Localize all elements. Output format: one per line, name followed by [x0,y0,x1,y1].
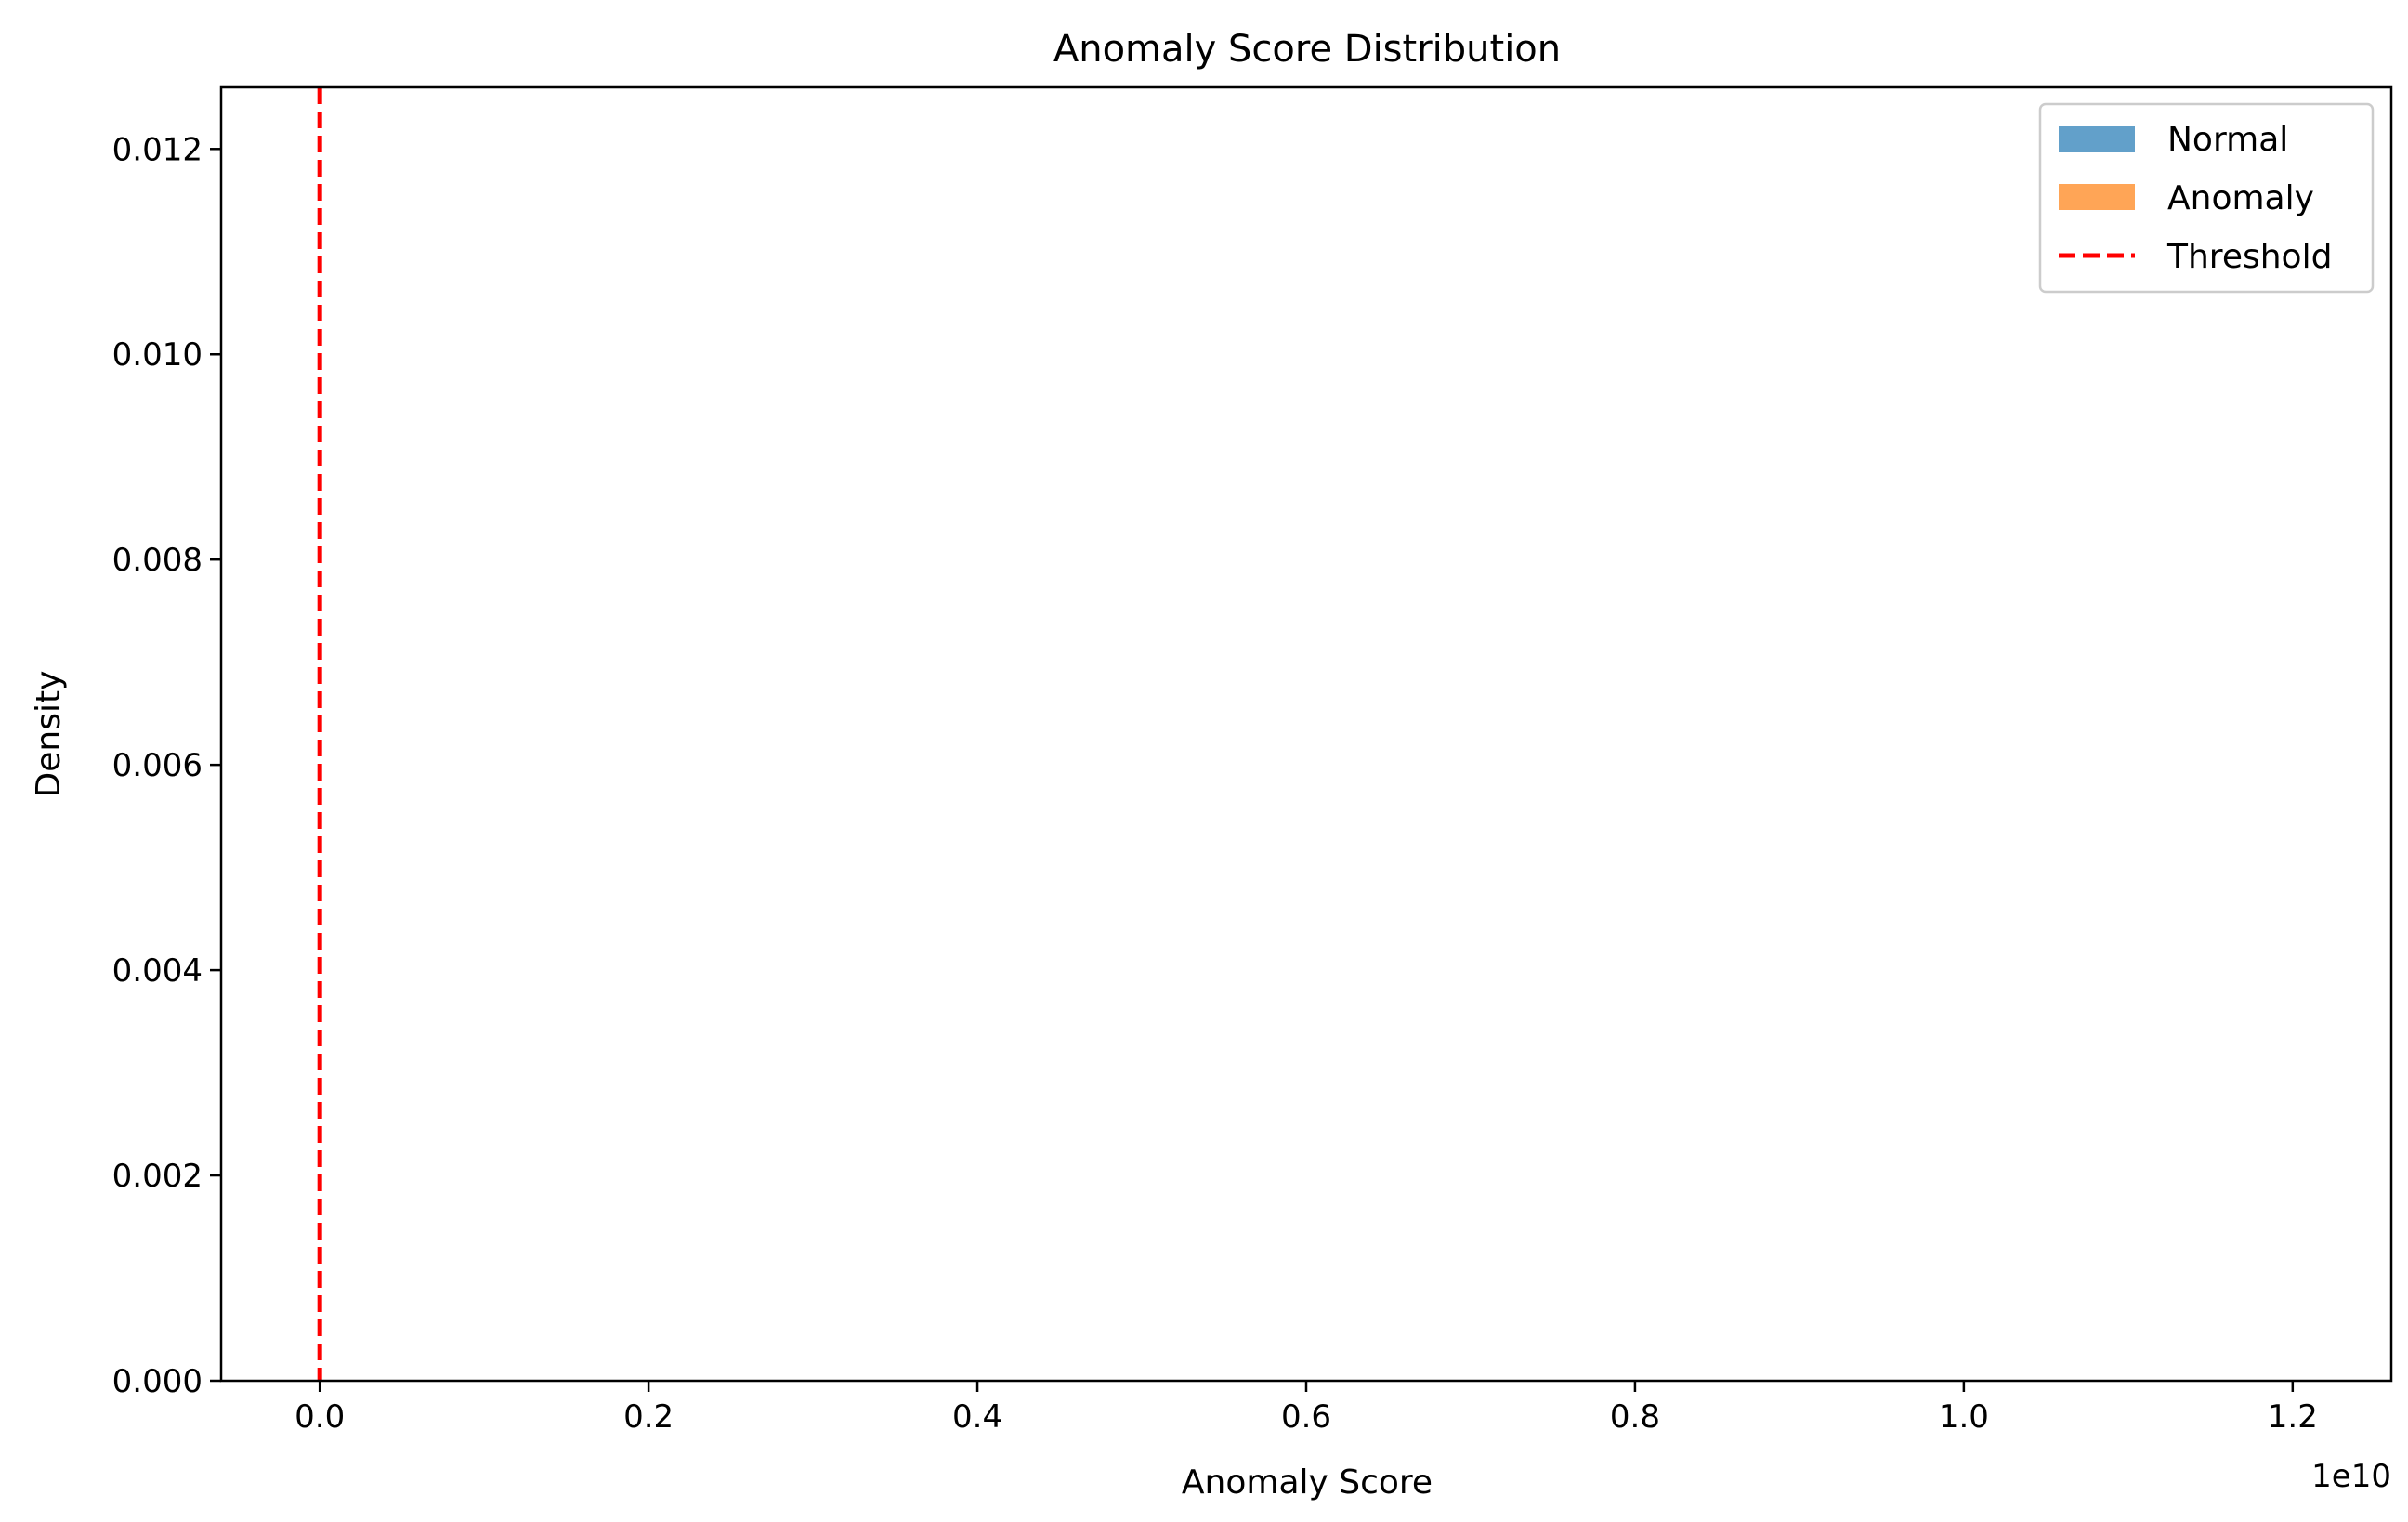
y-axis-label: Density [30,671,68,798]
chart-title: Anomaly Score Distribution [1054,28,1561,71]
x-tick-label: 0.6 [1281,1398,1331,1436]
x-tick-label: 0.0 [294,1398,345,1436]
y-tick-label: 0.000 [112,1363,203,1400]
legend-label-normal: Normal [2167,121,2288,159]
y-tick-label: 0.012 [112,131,203,168]
y-tick-label: 0.008 [112,542,203,579]
x-tick-label: 0.4 [952,1398,1002,1436]
y-tick-label: 0.002 [112,1158,203,1195]
legend-swatch-normal [2059,126,2135,152]
legend-swatch-anomaly [2059,184,2135,210]
x-axis-label: Anomaly Score [1182,1463,1433,1502]
y-tick-label: 0.004 [112,952,203,990]
y-tick-label: 0.006 [112,747,203,784]
x-axis-offset-text: 1e10 [2311,1458,2391,1495]
x-tick-label: 0.8 [1610,1398,1660,1436]
x-tick-label: 1.0 [1939,1398,1989,1436]
plot-area [221,87,2391,1381]
y-axis-ticks: 0.000 0.002 0.004 0.006 0.008 0.010 0.012 [112,131,221,1400]
legend-label-threshold: Threshold [2166,238,2332,276]
x-axis-ticks: 0.0 0.2 0.4 0.6 0.8 1.0 1.2 [294,1381,2318,1436]
x-tick-label: 1.2 [2268,1398,2318,1436]
y-tick-label: 0.010 [112,336,203,374]
legend-label-anomaly: Anomaly [2167,179,2314,217]
plot-frame [219,85,2393,1383]
legend: Normal Anomaly Threshold [2038,102,2375,294]
x-tick-label: 0.2 [623,1398,674,1436]
